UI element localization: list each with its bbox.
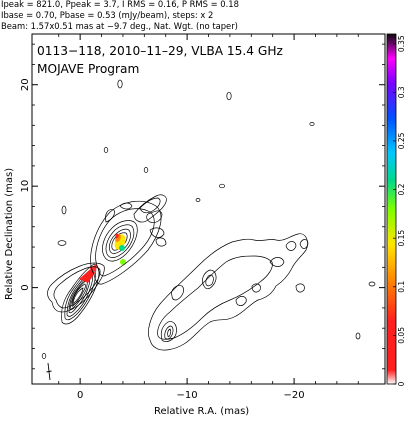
colorbar-tick-label: 0.3 <box>397 86 406 98</box>
header-line-beam: Beam: 1.57x0.51 mas at −9.7 deg., Nat. W… <box>1 21 238 31</box>
header-line-peak: Ipeak = 821.0, Ppeak = 3.7, I RMS = 0.16… <box>1 0 239 9</box>
x-tick-label: −20 <box>284 390 305 401</box>
colorbar-tick-label: 0.2 <box>397 183 406 195</box>
plot-subtitle: MOJAVE Program <box>37 62 139 76</box>
plot-title: 0113−118, 2010–11–29, VLBA 15.4 GHz <box>37 44 283 58</box>
extended-jet-contours <box>148 233 309 351</box>
y-axis-title: Relative Declination (mas) <box>4 168 15 300</box>
colorbar-tick-label: 0.15 <box>397 230 406 247</box>
plot-title-block: 0113−118, 2010–11–29, VLBA 15.4 GHz MOJA… <box>37 44 283 76</box>
colorbar-tick-label: 0.35 <box>397 35 406 52</box>
colorbar-tick-label: 0.1 <box>397 281 406 293</box>
noise-contours <box>41 79 376 359</box>
x-ticks: 0 −10 −20 <box>58 34 359 401</box>
beam-marker <box>46 362 52 381</box>
upper-jet-contours <box>105 194 167 247</box>
contour-map <box>41 79 376 359</box>
colorbar-tick-label: 0 <box>397 381 406 386</box>
y-tick-label: 20 <box>20 78 31 91</box>
y-axis: 0 10 20 Relative Declination (mas) <box>4 43 385 370</box>
colorbar-ticks: 0.35 0.3 0.25 0.2 0.15 0.1 0.05 0 <box>393 35 406 386</box>
colorbar-gradient <box>386 33 397 385</box>
colorbar-tick-label: 0.05 <box>397 327 406 344</box>
x-axis: 0 −10 −20 Relative R.A. (mas) <box>58 34 359 417</box>
core-emission <box>79 268 95 283</box>
header-info: Ipeak = 821.0, Ppeak = 3.7, I RMS = 0.16… <box>1 0 239 31</box>
x-tick-label: −10 <box>177 390 198 401</box>
colorbar: 0.35 0.3 0.25 0.2 0.15 0.1 0.05 0 <box>386 33 406 386</box>
y-tick-label: 10 <box>20 180 31 193</box>
y-ticks: 0 10 20 <box>20 43 385 370</box>
core-contours <box>47 262 105 325</box>
x-tick-label: 0 <box>77 390 83 401</box>
header-line-base: Ibase = 0.70, Pbase = 0.53 (mJy/beam), s… <box>1 10 213 20</box>
knot-contours <box>90 200 162 285</box>
y-tick-label: 0 <box>20 284 31 290</box>
colorbar-tick-label: 0.25 <box>397 132 406 149</box>
x-axis-title: Relative R.A. (mas) <box>154 406 249 417</box>
plot-frame <box>31 33 386 385</box>
